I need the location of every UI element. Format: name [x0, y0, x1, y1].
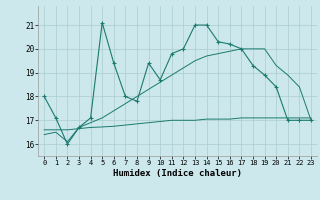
X-axis label: Humidex (Indice chaleur): Humidex (Indice chaleur) — [113, 169, 242, 178]
